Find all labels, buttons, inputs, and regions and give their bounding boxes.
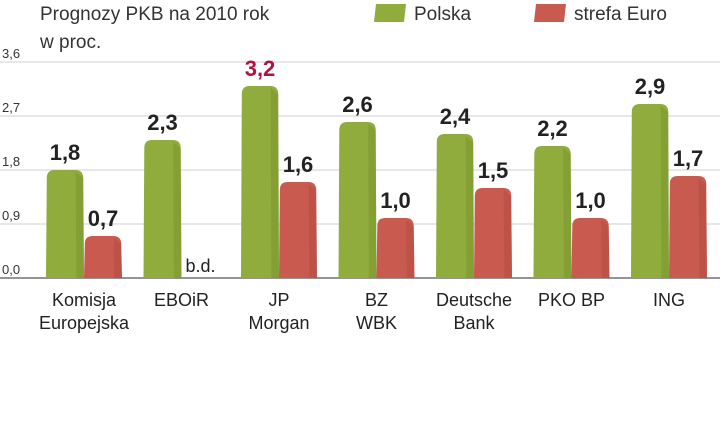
- bar-polska-3-fill: [338, 122, 377, 278]
- category-label-1-line-0: EBOiR: [154, 290, 209, 310]
- category-label-6-line-0: ING: [653, 290, 685, 310]
- bar-strefa-euro-6: [669, 176, 707, 278]
- value-label-polska-1: 2,3: [147, 110, 178, 135]
- bar-polska-1-fill: [143, 140, 182, 278]
- value-label-polska-2: 3,2: [245, 56, 276, 81]
- bar-polska-2-shade: [270, 88, 279, 278]
- bar-polska-6: [631, 104, 669, 278]
- category-label-2-line-1: Morgan: [248, 313, 309, 333]
- legend-swatch-strefa-euro: [534, 4, 566, 22]
- category-label-2-line-0: JP: [268, 290, 289, 310]
- category-label-4-line-1: Bank: [453, 313, 495, 333]
- y-tick-label-3: 2,7: [2, 100, 20, 115]
- y-tick-label-4: 3,6: [2, 46, 20, 61]
- bar-strefa-euro-5-shade: [601, 220, 610, 278]
- legend-label-strefa-euro: strefa Euro: [574, 4, 667, 25]
- bar-polska-4: [436, 134, 474, 278]
- bar-strefa-euro-6-fill: [669, 176, 707, 278]
- bar-polska-4-fill: [436, 134, 474, 278]
- value-label-polska-6: 2,9: [635, 74, 666, 99]
- bar-polska-0: [46, 170, 84, 278]
- category-label-0-line-0: Komisja: [52, 290, 117, 310]
- bar-strefa-euro-3: [376, 218, 415, 278]
- value-label-polska-5: 2,2: [537, 116, 568, 141]
- chart-title-line-1: Prognozy PKB na 2010 rok: [40, 4, 270, 25]
- y-tick-label-1: 0,9: [2, 208, 20, 223]
- bar-polska-3: [338, 122, 377, 278]
- bar-strefa-euro-5-fill: [571, 218, 610, 278]
- bar-strefa-euro-0-fill: [84, 236, 122, 278]
- legend-label-polska: Polska: [414, 4, 471, 25]
- no-data-label-strefa-euro-1: b.d.: [185, 256, 215, 276]
- value-label-strefa-euro-5: 1,0: [575, 188, 606, 213]
- value-label-strefa-euro-4: 1,5: [478, 158, 509, 183]
- bar-polska-6-fill: [631, 104, 669, 278]
- bar-polska-6-shade: [660, 106, 669, 278]
- value-label-polska-3: 2,6: [342, 92, 373, 117]
- bar-polska-5-fill: [533, 146, 572, 278]
- bar-strefa-euro-6-shade: [698, 178, 707, 278]
- bar-strefa-euro-5: [571, 218, 610, 278]
- bar-polska-5: [533, 146, 572, 278]
- label-layer: 1,8 0,7 Komisja Europejska 2,3 b.d. EBOiR 3,2 1,…: [39, 56, 703, 333]
- bar-polska-2-fill: [241, 86, 279, 278]
- bar-polska-1-shade: [173, 142, 182, 278]
- category-label-3-line-0: BZ: [365, 290, 388, 310]
- bar-strefa-euro-4-shade: [503, 190, 512, 278]
- bar-polska-0-fill: [46, 170, 84, 278]
- value-label-strefa-euro-0: 0,7: [88, 206, 119, 231]
- y-tick-label-0: 0,0: [2, 262, 20, 277]
- bar-polska-5-shade: [563, 148, 572, 278]
- category-label-3-line-1: WBK: [356, 313, 397, 333]
- category-label-5-line-0: PKO BP: [538, 290, 605, 310]
- value-label-strefa-euro-2: 1,6: [283, 152, 314, 177]
- chart-title-line-2: w proc.: [39, 32, 101, 53]
- bar-polska-1: [143, 140, 182, 278]
- legend: Polska strefa Euro: [374, 4, 667, 25]
- bar-strefa-euro-2-fill: [279, 182, 317, 278]
- value-label-strefa-euro-3: 1,0: [380, 188, 411, 213]
- bar-layer: [46, 86, 707, 278]
- value-label-strefa-euro-6: 1,7: [673, 146, 704, 171]
- bar-strefa-euro-4-fill: [474, 188, 512, 278]
- bar-polska-3-shade: [368, 124, 377, 278]
- legend-swatch-polska: [374, 4, 406, 22]
- value-label-polska-4: 2,4: [440, 104, 471, 129]
- y-tick-label-2: 1,8: [2, 154, 20, 169]
- bar-strefa-euro-2: [279, 182, 317, 278]
- category-label-0-line-1: Europejska: [39, 313, 130, 333]
- bar-strefa-euro-3-fill: [376, 218, 415, 278]
- bar-strefa-euro-0: [84, 236, 122, 278]
- bar-strefa-euro-4: [474, 188, 512, 278]
- bar-polska-4-shade: [465, 136, 474, 278]
- value-label-polska-0: 1,8: [50, 140, 81, 165]
- bar-polska-0-shade: [75, 172, 84, 278]
- bar-strefa-euro-2-shade: [308, 184, 317, 278]
- bar-strefa-euro-0-shade: [113, 238, 122, 278]
- bar-strefa-euro-3-shade: [406, 220, 415, 278]
- category-label-4-line-0: Deutsche: [436, 290, 512, 310]
- bar-polska-2: [241, 86, 279, 278]
